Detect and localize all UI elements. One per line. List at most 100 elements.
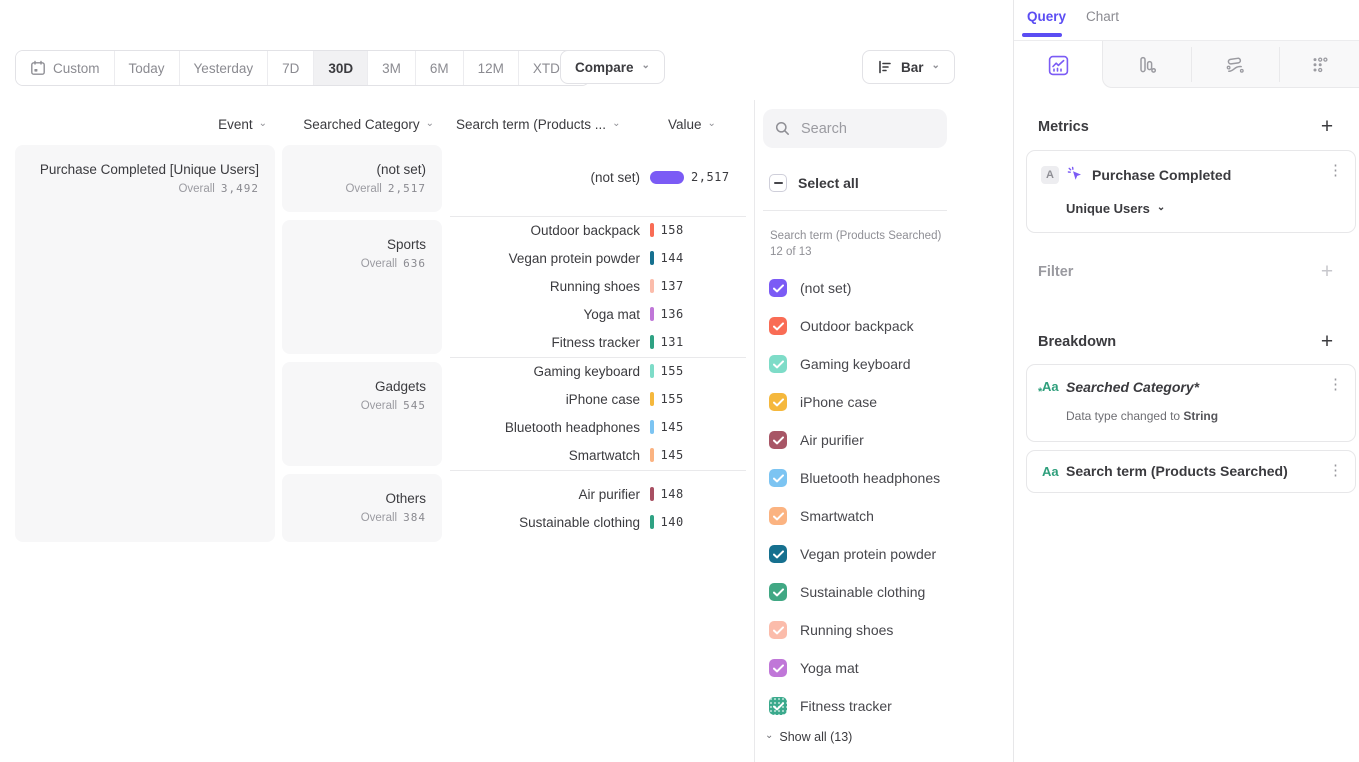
metric-aggregation-dropdown[interactable]: Unique Users ⌄ (1066, 201, 1166, 216)
tab-flows[interactable] (1191, 41, 1279, 89)
tab-insights[interactable] (1014, 41, 1102, 89)
tab-funnels[interactable] (1102, 41, 1191, 89)
term-value: 145 (660, 448, 684, 462)
category-cell: Sports Overall 636 (282, 220, 442, 354)
legend-label: iPhone case (800, 394, 878, 410)
add-filter-button[interactable]: + (1320, 260, 1334, 283)
value-bar (650, 487, 654, 501)
category-cell: Others Overall 384 (282, 474, 442, 542)
category-name: Sports (386, 237, 426, 252)
value-bar (650, 223, 654, 237)
calendar-icon (30, 60, 46, 76)
date-range-yesterday[interactable]: Yesterday (179, 51, 269, 85)
column-header-event[interactable]: Event ⌄ (218, 117, 267, 132)
date-range-today[interactable]: Today (114, 51, 180, 85)
legend-item--not-set-[interactable]: (not set) (755, 269, 1013, 307)
series-checkbox[interactable] (769, 659, 787, 677)
metric-more-menu[interactable]: ⋮ (1328, 162, 1343, 179)
value-bar (650, 279, 654, 293)
active-tab-underline (1022, 33, 1062, 37)
event-sparkle-icon (1067, 166, 1084, 183)
compare-button[interactable]: Compare ⌄ (560, 50, 665, 84)
breakdown-more-menu[interactable]: ⋮ (1328, 376, 1343, 393)
legend-list: (not set) Outdoor backpack Gaming keyboard… (755, 269, 1013, 725)
date-range-6m[interactable]: 6M (415, 51, 464, 85)
category-overall: Overall 545 (360, 399, 426, 412)
event-cell: Purchase Completed [Unique Users] Overal… (15, 145, 275, 542)
column-header-searched-category[interactable]: Searched Category ⌄ (303, 117, 434, 132)
term-value: 2,517 (691, 170, 730, 184)
legend-item-yoga-mat[interactable]: Yoga mat (755, 649, 1013, 687)
column-header-search-term[interactable]: Search term (Products ... ⌄ (456, 117, 621, 132)
breakdown-card[interactable]: Aa * Searched Category* ⋮ Data type changed … (1026, 364, 1356, 442)
series-checkbox[interactable] (769, 583, 787, 601)
term-value: 140 (660, 515, 684, 529)
legend-label: Gaming keyboard (800, 356, 911, 372)
legend-item-vegan-protein-powder[interactable]: Vegan protein powder (755, 535, 1013, 573)
category-name: Gadgets (374, 379, 426, 394)
legend-item-smartwatch[interactable]: Smartwatch (755, 497, 1013, 535)
legend-item-air-purifier[interactable]: Air purifier (755, 421, 1013, 459)
breakdown-card[interactable]: Aa Search term (Products Searched) ⋮ (1026, 450, 1356, 493)
series-checkbox[interactable] (769, 317, 787, 335)
legend-label: Vegan protein powder (800, 546, 937, 562)
series-checkbox[interactable] (769, 697, 787, 715)
legend-item-bluetooth-headphones[interactable]: Bluetooth headphones (755, 459, 1013, 497)
funnels-icon (1137, 55, 1157, 75)
legend-item-fitness-tracker[interactable]: Fitness tracker (755, 687, 1013, 725)
series-checkbox[interactable] (769, 507, 787, 525)
series-checkbox[interactable] (769, 393, 787, 411)
date-range-7d[interactable]: 7D (268, 51, 315, 85)
chart-type-button[interactable]: Bar ⌄ (862, 50, 955, 84)
series-checkbox[interactable] (769, 431, 787, 449)
select-all-checkbox[interactable] (769, 174, 787, 192)
legend-item-outdoor-backpack[interactable]: Outdoor backpack (755, 307, 1013, 345)
series-checkbox[interactable] (769, 621, 787, 639)
term-label: Fitness tracker (551, 334, 640, 350)
tab-retention[interactable] (1279, 41, 1359, 89)
metric-card[interactable]: A Purchase Completed ⋮ Unique Users ⌄ (1026, 150, 1356, 233)
legend-item-iphone-case[interactable]: iPhone case (755, 383, 1013, 421)
category-overall: Overall 636 (360, 257, 426, 270)
value-bar (650, 251, 654, 265)
legend-label: Fitness tracker (800, 698, 892, 714)
value-bar (650, 364, 654, 378)
category-cell: Gadgets Overall 545 (282, 362, 442, 466)
date-range-custom[interactable]: Custom (16, 51, 115, 85)
legend-label: Bluetooth headphones (800, 470, 941, 486)
date-range-3m[interactable]: 3M (368, 51, 416, 85)
legend-search[interactable] (763, 109, 947, 148)
chevron-down-icon: ⌄ (1156, 201, 1166, 213)
tab-chart[interactable]: Chart (1086, 9, 1120, 24)
series-checkbox[interactable] (769, 469, 787, 487)
date-range-30d[interactable]: 30D (314, 51, 369, 85)
flows-icon (1225, 55, 1245, 75)
add-breakdown-button[interactable]: + (1320, 330, 1334, 353)
value-bar (650, 448, 654, 462)
term-value: 158 (660, 223, 684, 237)
chevron-down-icon: ⌄ (258, 117, 267, 129)
add-metric-button[interactable]: + (1320, 115, 1334, 138)
term-label: Sustainable clothing (519, 514, 640, 530)
divider (763, 210, 947, 211)
term-label: Running shoes (549, 278, 640, 294)
date-range-12m[interactable]: 12M (463, 51, 519, 85)
search-input[interactable] (799, 119, 933, 138)
legend-item-gaming-keyboard[interactable]: Gaming keyboard (755, 345, 1013, 383)
chart-type-label: Bar (901, 59, 924, 75)
tab-query[interactable]: Query (1027, 9, 1067, 24)
series-checkbox[interactable] (769, 355, 787, 373)
legend-label: Yoga mat (800, 660, 859, 676)
legend-item-running-shoes[interactable]: Running shoes (755, 611, 1013, 649)
legend-item-sustainable-clothing[interactable]: Sustainable clothing (755, 573, 1013, 611)
series-checkbox[interactable] (769, 279, 787, 297)
breakdown-more-menu[interactable]: ⋮ (1328, 462, 1343, 479)
retention-icon (1310, 55, 1330, 75)
query-panel: Query Chart (1013, 0, 1359, 762)
select-all-label: Select all (798, 175, 859, 191)
series-checkbox[interactable] (769, 545, 787, 563)
legend-label: Air purifier (800, 432, 864, 448)
select-all-row[interactable]: Select all (769, 174, 859, 192)
column-header-value[interactable]: Value ⌄ (668, 117, 716, 132)
show-all-button[interactable]: ⌄ Show all (13) (765, 730, 853, 744)
